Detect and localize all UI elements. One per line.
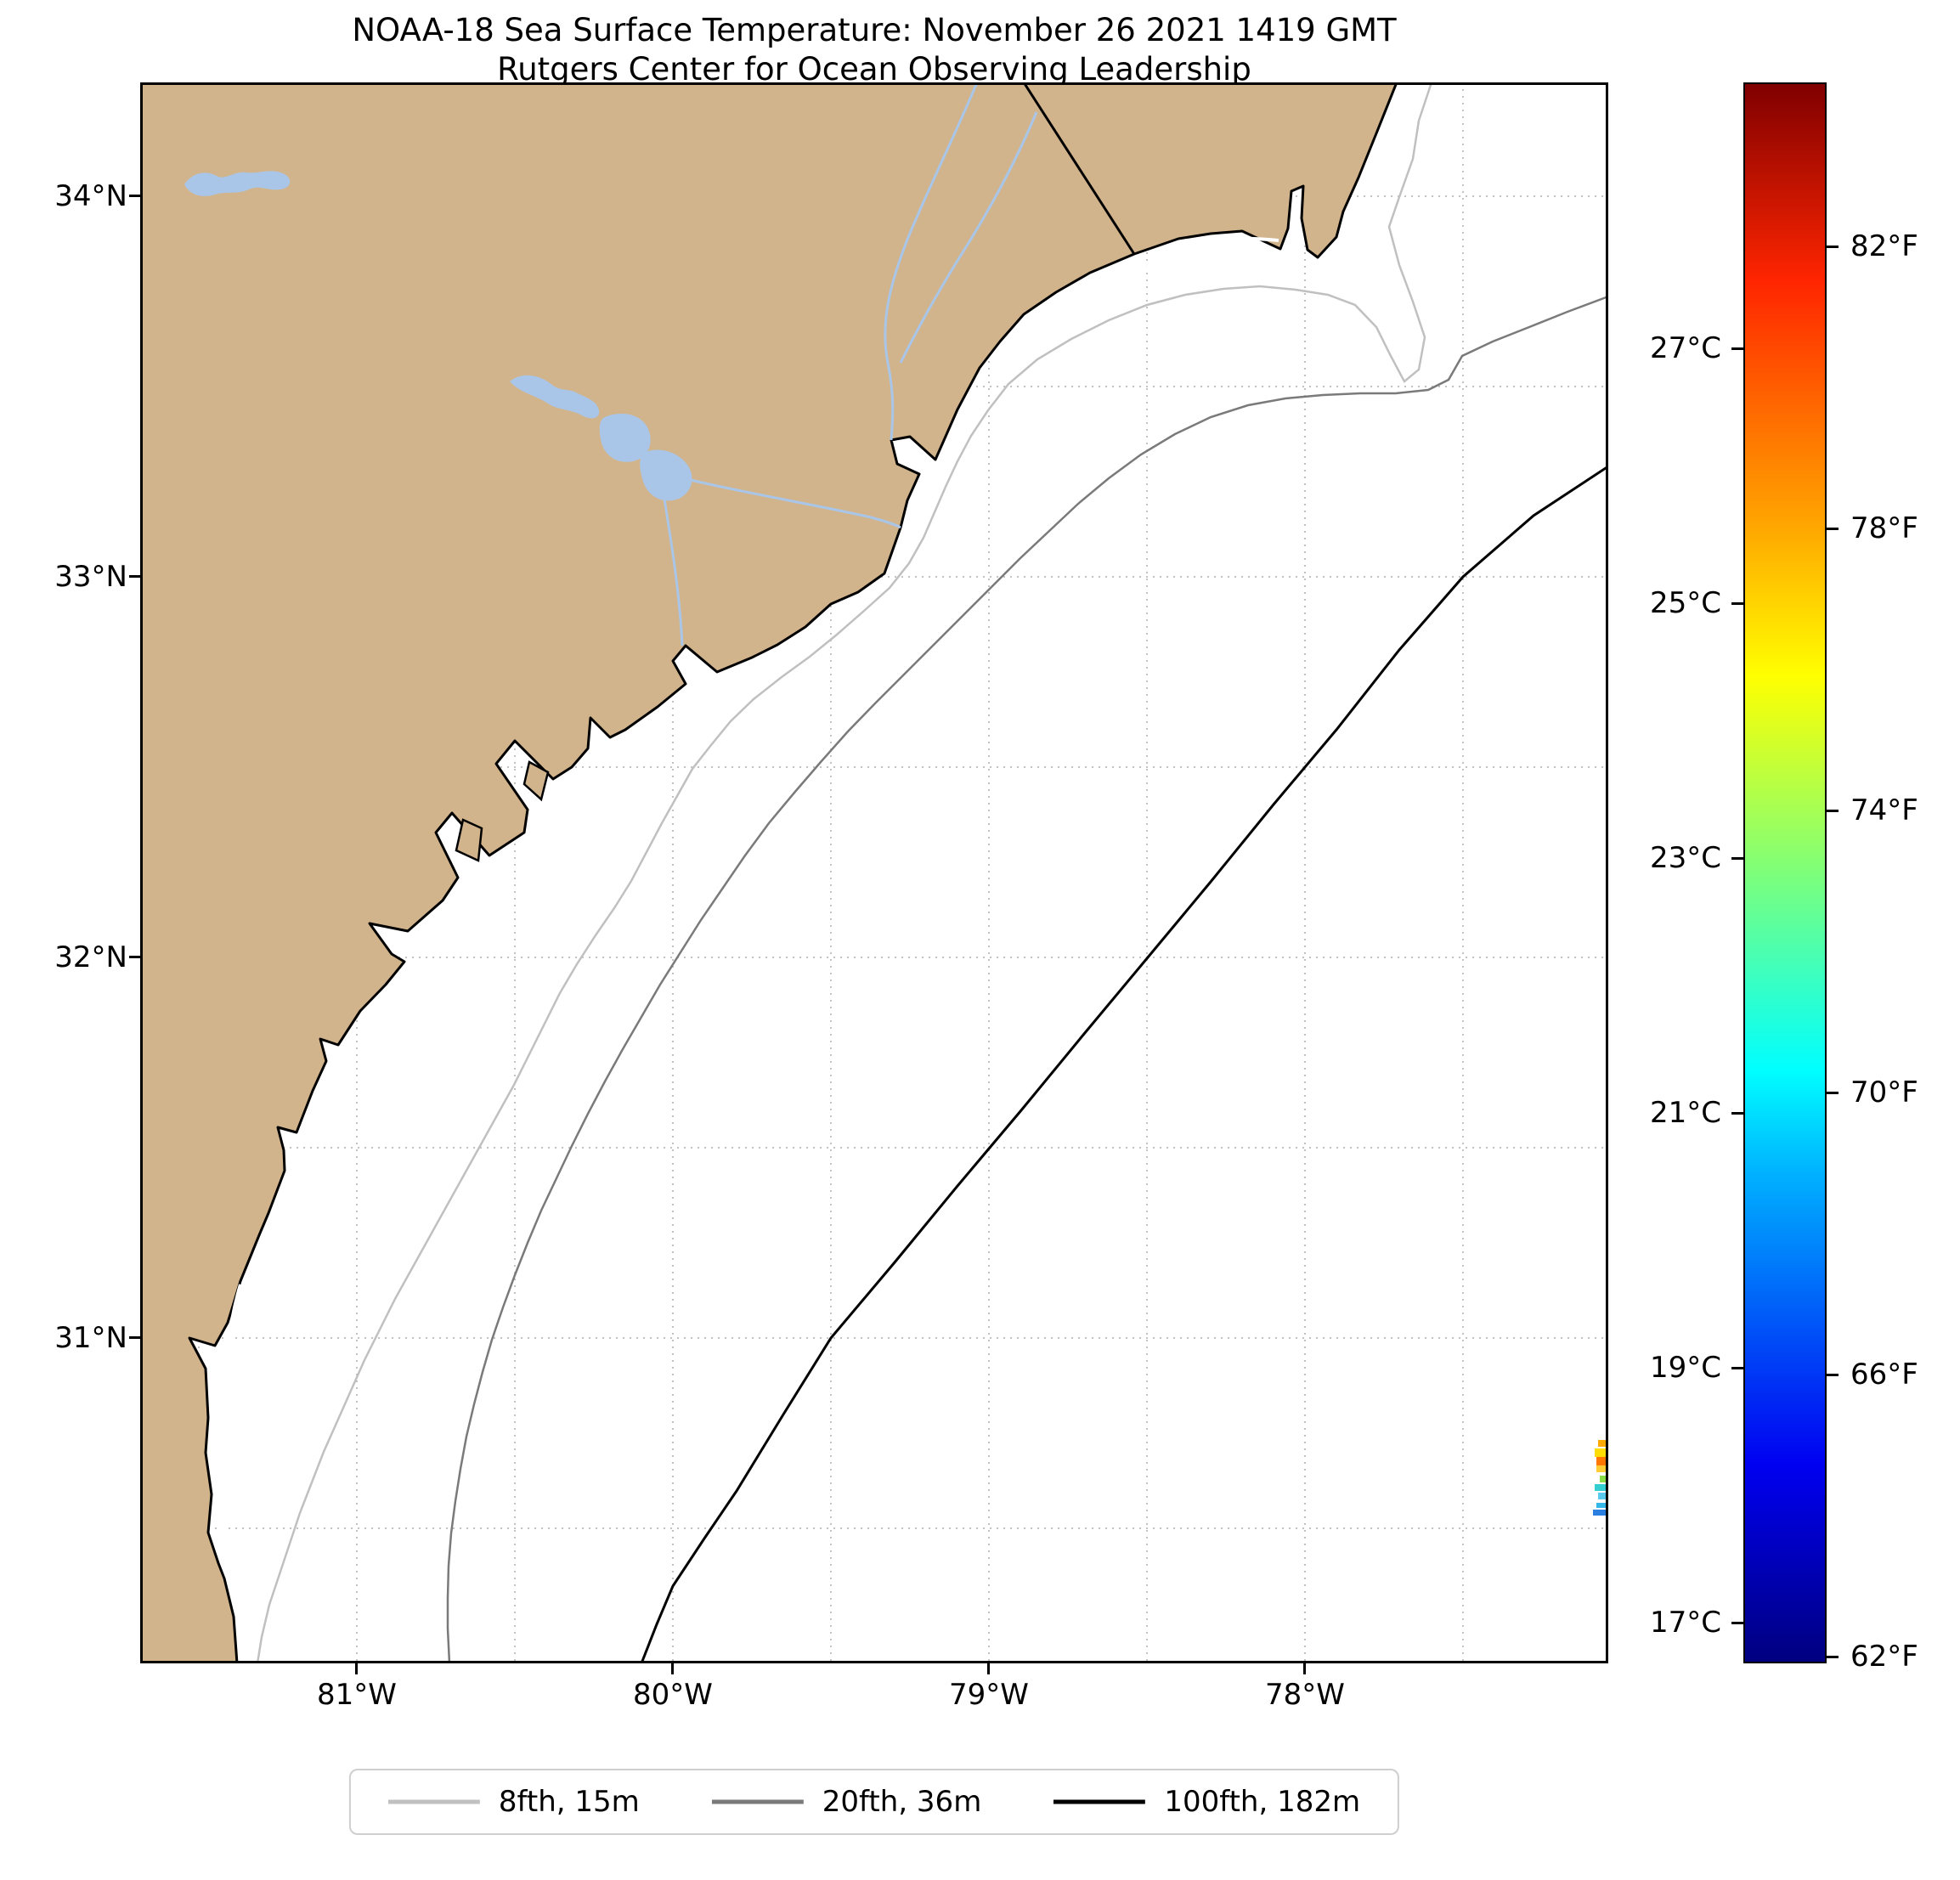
xtick-mark — [987, 1663, 990, 1674]
cooper-river — [661, 488, 684, 646]
lakes — [184, 171, 692, 501]
legend-item-100fth: 100fth, 182m — [1053, 1784, 1360, 1820]
colorbar-label-celsius: 19°C — [1649, 1351, 1721, 1385]
ytick-mark — [129, 195, 140, 197]
contour-legend: 8fth, 15m 20fth, 36m 100fth, 182m — [348, 1769, 1400, 1835]
legend-item-20fth: 20fth, 36m — [711, 1784, 982, 1820]
santee-river — [690, 478, 901, 529]
colorbar-label-fahrenheit: 66°F — [1850, 1358, 1918, 1392]
xtick-80W: 80°W — [633, 1678, 713, 1712]
figure-subtitle: Rutgers Center for Ocean Observing Leade… — [497, 51, 1251, 88]
lake-murray — [184, 171, 291, 196]
legend-line-sample — [711, 1799, 804, 1804]
rivers — [661, 82, 1038, 646]
legend-line-sample — [387, 1799, 480, 1804]
colorbar-tick — [1827, 1092, 1839, 1094]
colorbar-tick — [1827, 1656, 1839, 1658]
colorbar-tick — [1827, 246, 1839, 248]
colorbar-label-fahrenheit: 74°F — [1850, 793, 1918, 827]
colorbar-tick — [1731, 1367, 1743, 1369]
colorbar-tick — [1827, 528, 1839, 530]
legend-item-8fth: 8fth, 15m — [387, 1784, 640, 1820]
colorbar-tick — [1731, 347, 1743, 350]
coastal-island — [455, 818, 483, 862]
ytick-32N: 32°N — [54, 940, 127, 974]
waccamaw-river — [899, 111, 1038, 364]
colorbar-label-celsius: 21°C — [1649, 1096, 1721, 1130]
intracoastal-channels — [220, 236, 1279, 1532]
legend-label: 20fth, 36m — [822, 1785, 982, 1819]
sst-valid-pixels — [1593, 1440, 1608, 1516]
pee-dee-river — [884, 82, 979, 441]
ytick-mark — [129, 956, 140, 958]
sst-colorbar — [1743, 82, 1827, 1663]
legend-label: 100fth, 182m — [1164, 1785, 1361, 1819]
sst-map — [140, 82, 1608, 1663]
colorbar-label-fahrenheit: 82°F — [1850, 229, 1918, 263]
colorbar-tick — [1731, 1112, 1743, 1115]
ytick-33N: 33°N — [54, 560, 127, 594]
legend-label: 8fth, 15m — [498, 1785, 640, 1819]
lake-marion — [510, 375, 600, 419]
colorbar-tick — [1827, 1374, 1839, 1376]
axes-frame — [140, 82, 1608, 1663]
colorbar-label-celsius: 17°C — [1649, 1606, 1721, 1640]
colorbar-label-celsius: 25°C — [1649, 586, 1721, 620]
lake-moultrie-south — [640, 449, 692, 501]
contour-20fth-36m — [446, 295, 1608, 1663]
colorbar-label-fahrenheit: 78°F — [1850, 511, 1918, 545]
colorbar-label-celsius: 27°C — [1649, 331, 1721, 365]
colorbar-label-celsius: 23°C — [1649, 841, 1721, 875]
xtick-81W: 81°W — [317, 1678, 397, 1712]
xtick-mark — [1303, 1663, 1306, 1674]
xtick-78W: 78°W — [1265, 1678, 1345, 1712]
colorbar-tick — [1731, 1622, 1743, 1624]
colorbar-tick — [1731, 602, 1743, 605]
land-polygon — [140, 82, 1398, 1663]
legend-line-sample — [1053, 1799, 1146, 1804]
figure-title: NOAA-18 Sea Surface Temperature: Novembe… — [352, 12, 1397, 48]
coastal-island — [522, 760, 550, 802]
xtick-mark — [355, 1663, 358, 1674]
lake-moultrie — [599, 413, 651, 462]
xtick-79W: 79°W — [949, 1678, 1029, 1712]
ytick-34N: 34°N — [54, 179, 127, 213]
ytick-mark — [129, 575, 140, 578]
ytick-mark — [129, 1336, 140, 1339]
colorbar-label-fahrenheit: 70°F — [1850, 1075, 1918, 1109]
contour-8fth-15m — [256, 82, 1433, 1663]
contour-100fth-182m — [640, 465, 1608, 1663]
xtick-mark — [671, 1663, 674, 1674]
state-border-line — [1022, 82, 1136, 255]
ytick-31N: 31°N — [54, 1321, 127, 1355]
colorbar-label-fahrenheit: 62°F — [1850, 1640, 1918, 1674]
colorbar-tick — [1827, 810, 1839, 812]
colorbar-tick — [1731, 857, 1743, 860]
